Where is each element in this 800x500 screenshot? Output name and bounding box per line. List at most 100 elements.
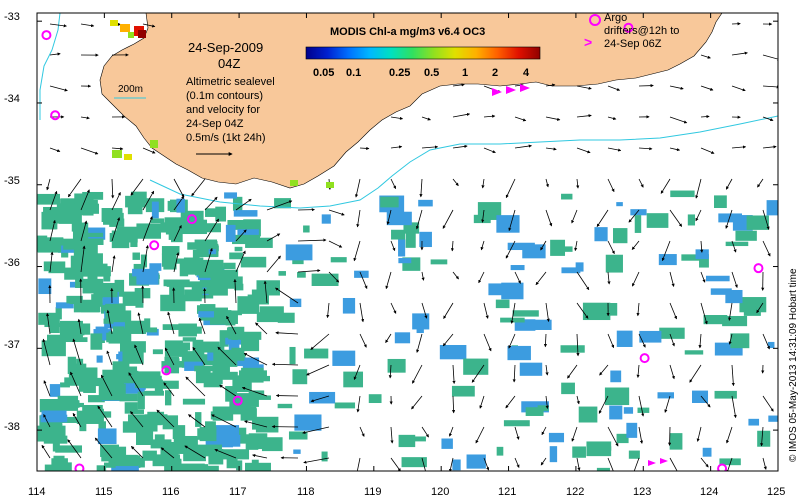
y-axis-label: -38 (4, 421, 20, 433)
velocity-arrow (156, 409, 175, 428)
chlorophyll-patch (161, 246, 180, 255)
velocity-arrow (478, 271, 485, 284)
velocity-arrow (505, 240, 516, 259)
velocity-arrow (508, 333, 516, 349)
chlorophyll-patch (214, 310, 238, 324)
velocity-arrow (385, 271, 392, 290)
velocity-arrow (448, 426, 454, 437)
chlorophyll-patch (238, 331, 262, 340)
chlorophyll-patch (128, 354, 136, 362)
velocity-arrow (632, 271, 640, 287)
velocity-arrow (70, 371, 82, 397)
velocity-arrow (235, 198, 252, 211)
chlorophyll-patch (72, 222, 89, 240)
chlorophyll-patch (628, 450, 640, 459)
chlorophyll-patch (248, 433, 268, 441)
velocity-arrow (134, 344, 144, 366)
chlorophyll-patch (256, 280, 280, 296)
colorbar-tick: 0.1 (346, 67, 362, 79)
velocity-arrow (80, 147, 99, 155)
chlorophyll-patch (670, 190, 695, 198)
chlorophyll-patch (112, 326, 125, 342)
argo-float-marker (639, 353, 650, 364)
chlorophyll-patch (183, 281, 210, 288)
velocity-arrow (386, 209, 392, 225)
velocity-arrow (757, 178, 764, 188)
velocity-arrow (306, 364, 330, 376)
chlorophyll-patch (496, 215, 520, 233)
chlorophyll-patch (766, 200, 778, 216)
velocity-arrow (607, 85, 621, 91)
chlorophyll-patch (725, 241, 749, 247)
chlorophyll-patch (123, 382, 146, 390)
velocity-arrow (130, 411, 144, 428)
chlorophyll-patch (549, 446, 558, 463)
velocity-arrow (661, 240, 671, 262)
chlorophyll-patch (111, 465, 139, 471)
chlorophyll-patch (195, 223, 221, 233)
chlorophyll-patch (130, 327, 158, 333)
velocity-arrow (762, 54, 778, 61)
velocity-arrow (756, 302, 764, 314)
colorbar (305, 46, 541, 60)
chlorophyll-patch (722, 315, 748, 327)
chlorophyll-patch (234, 283, 244, 291)
chlorophyll-patch (387, 358, 406, 373)
chlorophyll-patch (413, 436, 426, 442)
velocity-arrow (480, 240, 485, 251)
velocity-arrow (167, 311, 175, 335)
chlorophyll-patch (612, 228, 628, 244)
argo-float-marker (161, 365, 172, 376)
velocity-arrow (451, 395, 456, 414)
chlorophyll-patch (321, 451, 328, 462)
chlorophyll-patch (83, 378, 96, 393)
chlorophyll-patch (196, 354, 218, 366)
chlorophyll-patch (142, 450, 157, 461)
chlorophyll-patch (182, 398, 206, 405)
chlorophyll-patch (561, 193, 573, 200)
chlorophyll-patch (718, 213, 742, 223)
chlorophyll-patch (703, 315, 728, 325)
velocity-arrow (545, 178, 549, 188)
chlorophyll-patch (59, 416, 78, 423)
chlorophyll-patch (219, 330, 229, 347)
velocity-arrow (731, 271, 738, 288)
chlorophyll-patch (38, 278, 52, 295)
chlorophyll-patch (419, 231, 432, 248)
chlorophyll-patch (575, 262, 584, 272)
y-axis-label: -36 (4, 257, 20, 269)
velocity-arrow (80, 245, 86, 273)
chlorophyll-patch (489, 284, 497, 291)
velocity-arrow (263, 280, 268, 304)
velocity-arrow (696, 426, 702, 442)
chlorophyll-patch (194, 365, 217, 372)
chlorophyll-patch (236, 406, 257, 413)
velocity-arrow (142, 147, 156, 154)
velocity-arrow (514, 271, 521, 284)
chlorophyll-patch (394, 332, 411, 344)
velocity-arrow (669, 457, 678, 471)
velocity-arrow (638, 178, 644, 188)
velocity-arrow (310, 333, 330, 350)
chlorophyll-patch (248, 390, 265, 399)
chlorophyll-patch (405, 231, 416, 248)
chlorophyll-patch (106, 332, 119, 343)
velocity-arrow (43, 414, 51, 428)
velocity-arrow (217, 346, 237, 366)
chlorophyll-patch (630, 209, 647, 216)
chlorophyll-patch (85, 232, 104, 238)
velocity-arrow (97, 405, 113, 428)
velocity-arrow (80, 220, 88, 242)
chlorophyll-patch (441, 438, 453, 449)
chlorophyll-patch (80, 238, 104, 245)
velocity-arrow (390, 302, 397, 314)
velocity-arrow (669, 364, 675, 380)
velocity-arrow (726, 426, 733, 444)
argo-float-marker (50, 110, 61, 121)
chlorophyll-patch (105, 303, 124, 313)
velocity-arrow (49, 219, 56, 242)
y-axis-label: -33 (4, 11, 20, 23)
chlorophyll-patch (244, 462, 271, 471)
chlorophyll-patch (133, 415, 158, 432)
chlorophyll-patch (132, 268, 159, 277)
